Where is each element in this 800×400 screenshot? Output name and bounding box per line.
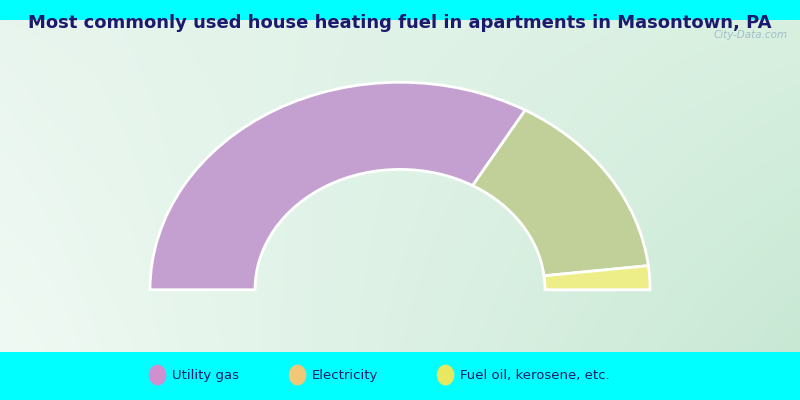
Wedge shape — [150, 82, 526, 290]
Text: City-Data.com: City-Data.com — [714, 30, 787, 40]
Text: Electricity: Electricity — [312, 368, 378, 382]
Wedge shape — [544, 266, 650, 290]
Wedge shape — [473, 110, 648, 276]
Ellipse shape — [149, 365, 166, 386]
Text: Most commonly used house heating fuel in apartments in Masontown, PA: Most commonly used house heating fuel in… — [28, 14, 772, 32]
Text: Fuel oil, kerosene, etc.: Fuel oil, kerosene, etc. — [460, 368, 610, 382]
Ellipse shape — [437, 365, 454, 386]
Text: Utility gas: Utility gas — [172, 368, 239, 382]
Ellipse shape — [289, 365, 306, 386]
